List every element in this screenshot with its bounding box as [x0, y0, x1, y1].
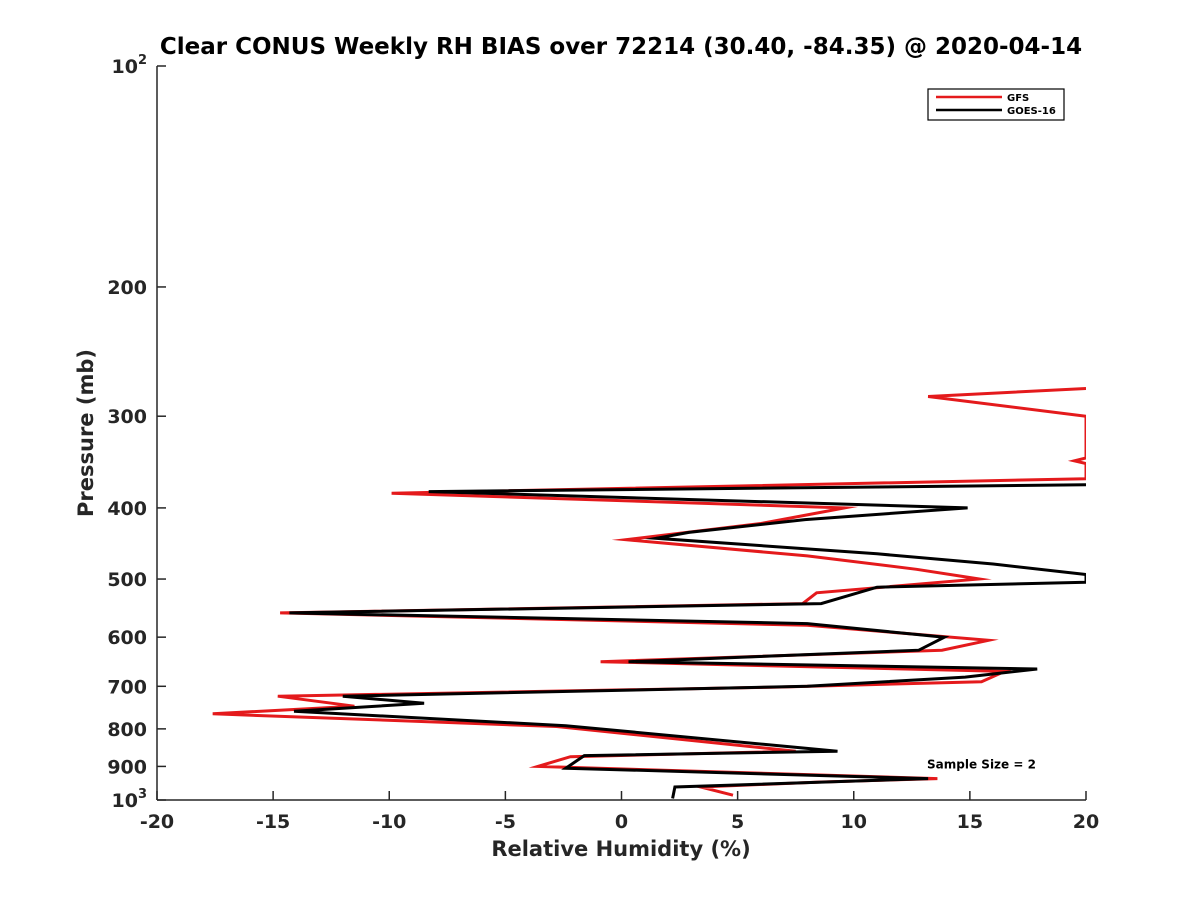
y-tick-label: 900: [107, 756, 147, 778]
x-tick-label: 10: [841, 811, 867, 833]
chart-title: Clear CONUS Weekly RH BIAS over 72214 (3…: [160, 34, 1082, 60]
y-tick-label: 800: [107, 719, 147, 741]
x-tick-label: 15: [957, 811, 983, 833]
y-tick-label: 300: [107, 406, 147, 428]
legend: GFS GOES-16: [927, 88, 1065, 121]
x-tick-label: -20: [140, 811, 174, 833]
x-tick-label: 20: [1073, 811, 1099, 833]
x-tick-label: -10: [372, 811, 406, 833]
sample-size-annotation: Sample Size = 2: [927, 758, 1036, 772]
y-axis-label: Pressure (mb): [74, 349, 98, 517]
y-tick-label: 200: [107, 277, 147, 299]
legend-label-gfs: GFS: [1007, 93, 1029, 104]
y-tick-label: 600: [107, 627, 147, 649]
x-tick-label: -15: [256, 811, 290, 833]
legend-box: [927, 88, 1065, 121]
series-line-goes-16: [289, 483, 1086, 799]
series-layer: [212, 387, 1086, 799]
x-ticks: -20 -15 -10 -5 0 5 10 15 20: [140, 791, 1099, 833]
y-tick-label: 102: [112, 53, 148, 78]
legend-label-goes16: GOES-16: [1007, 106, 1056, 117]
x-axis-label: Relative Humidity (%): [491, 837, 750, 861]
y-tick-label: 103: [112, 787, 148, 812]
y-tick-label: 400: [107, 498, 147, 520]
y-tick-label: 500: [107, 569, 147, 591]
y-ticks: 102 200 300 400 500 600 700 800 900 103: [107, 53, 166, 812]
x-tick-label: 5: [731, 811, 744, 833]
y-tick-label: 700: [107, 676, 147, 698]
x-tick-label: -5: [495, 811, 516, 833]
x-tick-label: 0: [615, 811, 628, 833]
